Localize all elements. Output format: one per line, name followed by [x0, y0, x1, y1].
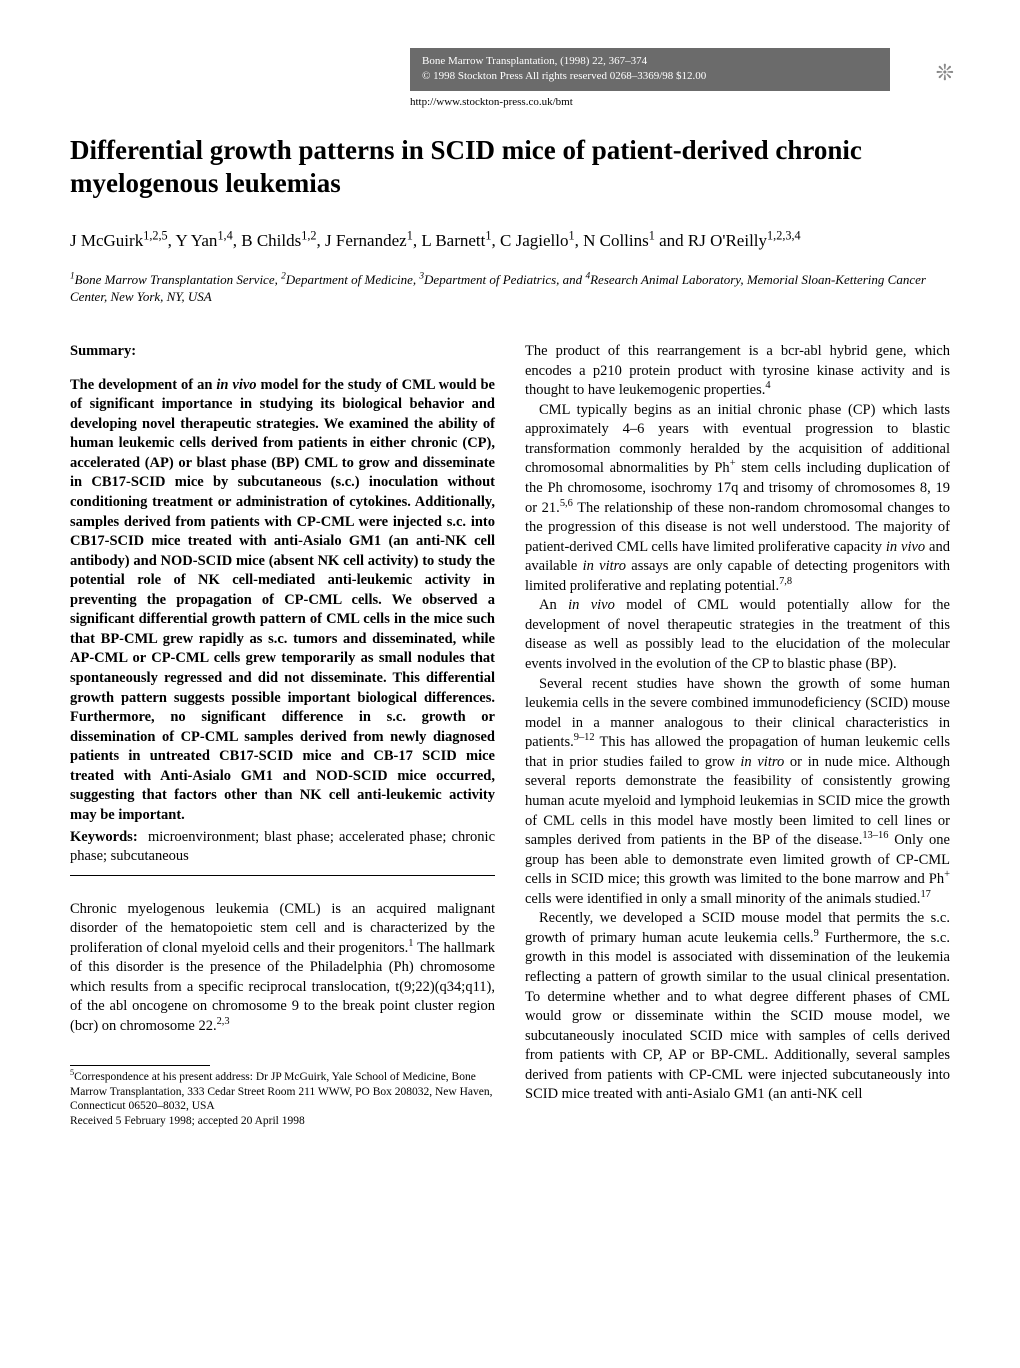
- copyright-line: © 1998 Stockton Press All rights reserve…: [422, 69, 878, 84]
- journal-name: Bone Marrow Transplantation, (1998) 22, …: [422, 54, 878, 69]
- affiliations: 1Bone Marrow Transplantation Service, 2D…: [70, 271, 950, 306]
- right-paragraph-2: CML typically begins as an initial chron…: [525, 401, 950, 597]
- left-paragraph-1: Chronic myelogenous leukemia (CML) is an…: [70, 900, 495, 1037]
- two-column-layout: Summary: The development of an in vivo m…: [70, 342, 950, 1129]
- article-title: Differential growth patterns in SCID mic…: [70, 134, 950, 202]
- right-column: The product of this rearrangement is a b…: [525, 342, 950, 1129]
- correspondence-footnote: 5Correspondence at his present address: …: [70, 1070, 495, 1115]
- right-paragraph-4: Several recent studies have shown the gr…: [525, 675, 950, 910]
- left-column: Summary: The development of an in vivo m…: [70, 342, 495, 1129]
- right-paragraph-1: The product of this rearrangement is a b…: [525, 342, 950, 401]
- authors-list: J McGuirk1,2,5, Y Yan1,4, B Childs1,2, J…: [70, 229, 950, 253]
- summary-heading: Summary:: [70, 342, 495, 362]
- keywords-label: Keywords:: [70, 829, 138, 845]
- received-footnote: Received 5 February 1998; accepted 20 Ap…: [70, 1114, 495, 1129]
- right-paragraph-5: Recently, we developed a SCID mouse mode…: [525, 909, 950, 1105]
- publisher-logo-icon: ❊: [936, 58, 954, 89]
- journal-url: http://www.stockton-press.co.uk/bmt: [410, 95, 950, 110]
- section-divider: [70, 875, 495, 876]
- summary-text: The development of an in vivo model for …: [70, 376, 495, 826]
- footnote-divider: [70, 1065, 210, 1066]
- keywords-line: Keywords: microenvironment; blast phase;…: [70, 828, 495, 867]
- journal-header: Bone Marrow Transplantation, (1998) 22, …: [410, 48, 890, 91]
- right-paragraph-3: An in vivo model of CML would potentiall…: [525, 596, 950, 674]
